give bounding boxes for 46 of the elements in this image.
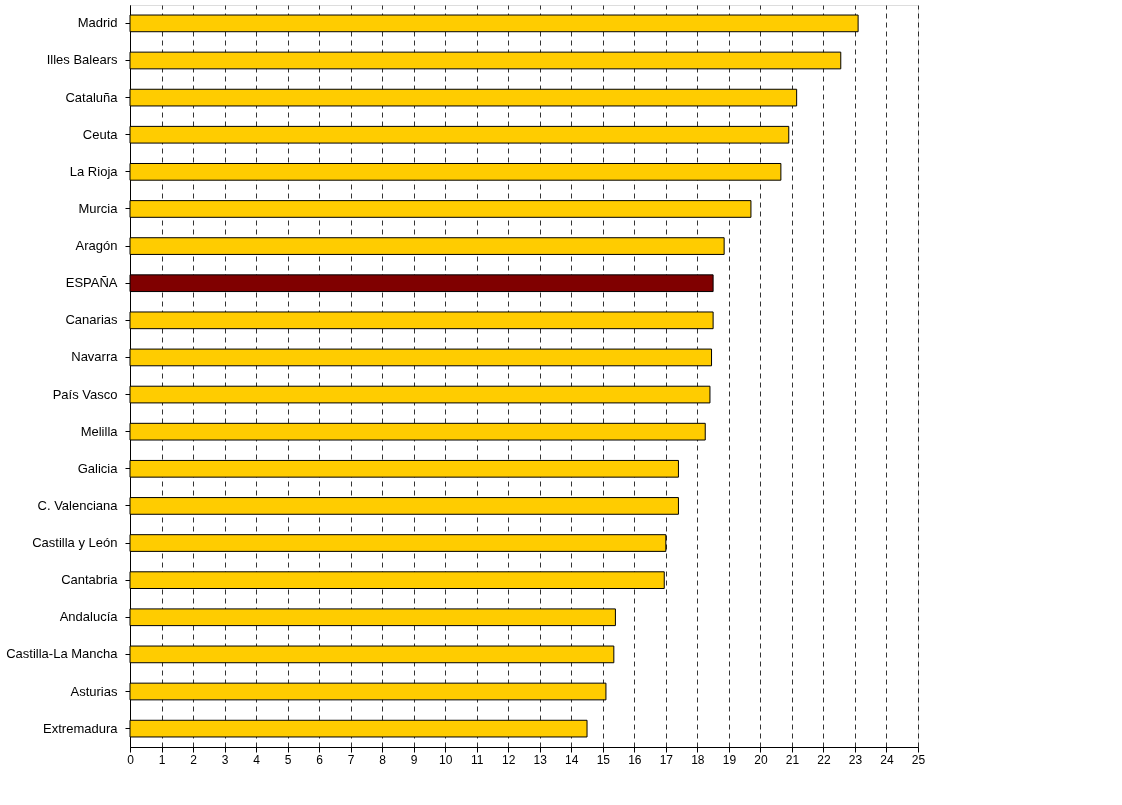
y-tick-label: Melilla bbox=[80, 423, 119, 439]
y-tick-label: Asturias bbox=[70, 683, 118, 699]
x-tick-label: 16 bbox=[628, 752, 642, 767]
x-tick-label: 24 bbox=[880, 752, 894, 767]
x-tick-label: 22 bbox=[817, 752, 831, 767]
x-tick-label: 8 bbox=[379, 752, 387, 767]
y-tick-label: Extremadura bbox=[43, 720, 119, 736]
x-tick-label: 5 bbox=[284, 752, 292, 767]
x-tick-label: 2 bbox=[190, 752, 198, 767]
x-tick-label: 11 bbox=[470, 752, 484, 767]
y-tick-label: Madrid bbox=[77, 15, 118, 31]
x-tick-label: 17 bbox=[659, 752, 674, 767]
y-tick-label: Illes Balears bbox=[46, 52, 118, 68]
x-tick-label: 9 bbox=[410, 752, 418, 767]
x-tick-label: 19 bbox=[722, 752, 737, 767]
y-tick-label: Aragón bbox=[75, 238, 118, 254]
x-tick-label: 0 bbox=[127, 752, 135, 767]
y-tick-label: C. Valenciana bbox=[37, 497, 119, 513]
x-tick-label: 23 bbox=[848, 752, 863, 767]
x-tick-label: 3 bbox=[221, 752, 229, 767]
x-tick-label: 21 bbox=[785, 752, 800, 767]
y-tick-label: La Rioja bbox=[69, 163, 119, 179]
y-tick-label: Galicia bbox=[77, 460, 119, 476]
x-tick-label: 12 bbox=[502, 752, 516, 767]
x-tick-label: 18 bbox=[691, 752, 705, 767]
x-tick-label: 6 bbox=[316, 752, 324, 767]
x-tick-label: 14 bbox=[565, 752, 579, 767]
y-tick-label: Castilla-La Mancha bbox=[6, 646, 119, 662]
y-tick-label: Murcia bbox=[78, 200, 119, 216]
y-tick-label: Andalucía bbox=[59, 609, 119, 625]
y-tick-label: Cantabria bbox=[61, 572, 119, 588]
y-tick-label: Navarra bbox=[71, 349, 119, 365]
x-tick-label: 25 bbox=[911, 752, 926, 767]
x-tick-label: 20 bbox=[754, 752, 768, 767]
y-tick-label: Cataluña bbox=[65, 89, 119, 105]
y-tick-label: Castilla y León bbox=[32, 535, 118, 551]
x-tick-label: 7 bbox=[347, 752, 355, 767]
x-tick-label: 13 bbox=[533, 752, 548, 767]
y-tick-label: ESPAÑA bbox=[65, 275, 118, 291]
x-tick-label: 1 bbox=[158, 752, 166, 767]
y-tick-label: Canarias bbox=[65, 312, 118, 328]
x-tick-label: 15 bbox=[596, 752, 611, 767]
x-tick-label: 10 bbox=[439, 752, 453, 767]
y-tick-label: Ceuta bbox=[82, 126, 119, 142]
y-tick-label: País Vasco bbox=[52, 386, 118, 402]
x-tick-label: 4 bbox=[253, 752, 261, 767]
